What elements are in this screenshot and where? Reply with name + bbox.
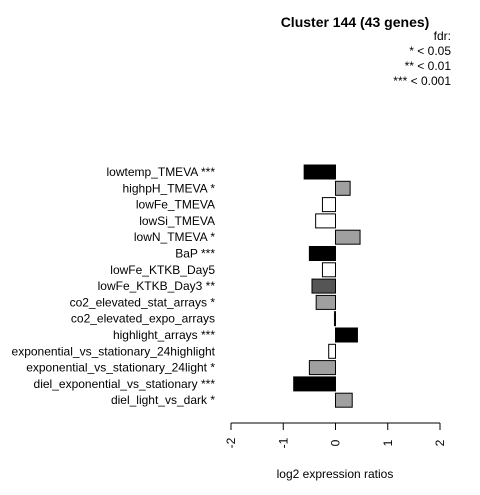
category-labels: lowtemp_TMEVA *** highpH_TMEVA * lowFe_TME… (12, 165, 216, 407)
category-label: lowFe_TMEVA (136, 198, 215, 212)
bar (321, 262, 336, 278)
legend: fdr: * < 0.05 ** < 0.01 *** < 0.001 (393, 29, 451, 88)
category-label: exponential_vs_stationary_24highlight (12, 344, 216, 358)
legend-entry-2: ** < 0.01 (405, 59, 452, 73)
bar (293, 376, 337, 392)
bar (328, 343, 336, 359)
category-label: lowtemp_TMEVA *** (107, 165, 216, 179)
legend-entry-1: * < 0.05 (409, 44, 451, 58)
category-label: exponential_vs_stationary_24light * (26, 361, 215, 375)
bar (335, 327, 358, 343)
x-tick-label: 2 (433, 439, 447, 446)
bar-group (293, 164, 361, 408)
x-tick-label: 1 (381, 439, 395, 446)
bar (315, 213, 336, 229)
legend-title: fdr: (434, 29, 451, 43)
category-label: lowFe_KTKB_Day3 ** (98, 279, 216, 293)
category-label: co2_elevated_expo_arrays (71, 312, 215, 326)
chart-title: Cluster 144 (43 genes) (281, 14, 430, 30)
category-label: diel_exponential_vs_stationary *** (34, 377, 216, 391)
bar (335, 180, 351, 196)
bar (303, 164, 336, 180)
x-axis-title: log2 expression ratios (277, 467, 394, 481)
category-label: lowSi_TMEVA (139, 214, 215, 228)
category-label: highpH_TMEVA * (123, 181, 216, 195)
category-label: highlight_arrays *** (113, 328, 215, 342)
category-label: BaP *** (175, 247, 215, 261)
bar (308, 246, 336, 261)
bar (335, 392, 353, 408)
bar (335, 229, 361, 245)
bar (333, 311, 336, 327)
x-axis: -2 -1 0 1 2 (224, 422, 447, 448)
legend-entry-3: *** < 0.001 (393, 74, 451, 88)
category-label: co2_elevated_stat_arrays * (70, 295, 216, 309)
bar (308, 360, 336, 376)
x-tick-label: -1 (276, 437, 290, 448)
x-tick-label: -2 (224, 437, 238, 448)
bar (315, 294, 337, 310)
x-tick-label: 0 (329, 439, 343, 446)
category-label: lowN_TMEVA * (134, 230, 215, 244)
category-label: diel_light_vs_dark * (111, 393, 215, 407)
bar (321, 197, 336, 213)
bar (311, 278, 336, 294)
category-label: lowFe_KTKB_Day5 (110, 263, 215, 277)
